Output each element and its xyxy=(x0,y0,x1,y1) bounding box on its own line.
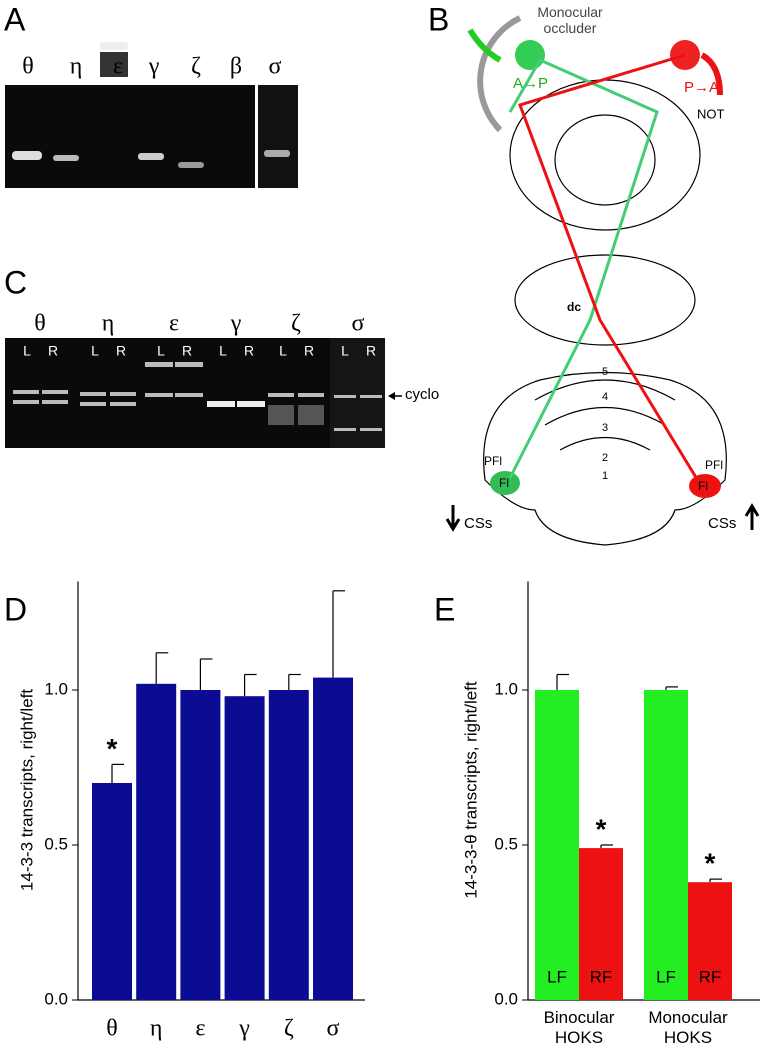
lane-label: ε xyxy=(113,54,123,80)
lobule: 1 xyxy=(602,470,608,482)
diagram-b-labels: Monocular occluder A→P P→A NOT dc 5 4 3 … xyxy=(464,4,736,532)
bar xyxy=(224,696,265,1000)
css-label: CSs xyxy=(464,515,492,532)
x-tick-label: γ xyxy=(238,1016,250,1042)
panel-letter: A xyxy=(4,1,26,37)
x-tick-label: Monocular HOKS xyxy=(648,1008,728,1047)
fl-label: Fl xyxy=(499,476,509,490)
bar xyxy=(688,882,732,1000)
bar xyxy=(535,690,579,1000)
series-label: RF xyxy=(590,967,613,986)
panel-letter: E xyxy=(434,591,455,627)
side-label: L xyxy=(341,343,349,359)
y-tick-label: 0.5 xyxy=(44,834,68,853)
diagram-b xyxy=(445,15,760,546)
lane-label: γ xyxy=(148,54,160,80)
side-label: L xyxy=(279,343,287,359)
panel-letter: C xyxy=(4,264,27,300)
side-label: R xyxy=(304,343,314,359)
occluder-label-text: Monocular occluder xyxy=(537,4,603,36)
y-tick-label: 0.5 xyxy=(494,834,518,853)
y-tick-label: 1.0 xyxy=(44,679,68,698)
side-label: L xyxy=(23,343,31,359)
side-label: L xyxy=(157,343,165,359)
bar xyxy=(180,690,221,1000)
panel-letter: B xyxy=(428,1,449,37)
significance: * xyxy=(705,847,716,878)
lobule: 4 xyxy=(602,391,608,403)
lobule: 3 xyxy=(602,422,608,434)
x-tick-label-text: Monocular HOKS xyxy=(648,1008,728,1047)
significance: * xyxy=(596,813,607,844)
y-tick-label: 1.0 xyxy=(494,679,518,698)
x-tick-label: Binocular HOKS xyxy=(543,1008,615,1047)
eye-label: P→A xyxy=(684,79,719,96)
side-label: R xyxy=(182,343,192,359)
bar xyxy=(579,848,623,1000)
side-label: L xyxy=(91,343,99,359)
series-label: LF xyxy=(656,967,676,986)
lane-label: σ xyxy=(269,54,282,80)
occluder-label: Monocular occluder xyxy=(537,4,603,36)
x-tick-label-text: Binocular HOKS xyxy=(543,1008,615,1047)
dc-label: dc xyxy=(567,300,581,314)
pfl-label: PFl xyxy=(484,454,502,468)
bar xyxy=(268,690,309,1000)
gene-label: ζ xyxy=(291,311,301,337)
lane-label: θ xyxy=(22,54,34,80)
side-label: R xyxy=(366,343,376,359)
series-label: RF xyxy=(699,967,722,986)
x-tick-label: η xyxy=(150,1016,163,1042)
eye-label: A→P xyxy=(513,75,548,92)
bar xyxy=(92,783,132,1000)
y-axis-label: 14-3-3 transcripts, right/left xyxy=(17,689,36,891)
y-tick-label: 0.0 xyxy=(44,989,68,1008)
series-label: LF xyxy=(547,967,567,986)
y-tick-label: 0.0 xyxy=(494,989,518,1008)
gene-label: γ xyxy=(230,311,242,337)
y-axis-label: 14-3-3-θ transcripts, right/left xyxy=(461,681,480,899)
gel-a xyxy=(5,42,298,188)
x-tick-label: ε xyxy=(195,1016,205,1042)
gene-label: θ xyxy=(34,311,46,337)
side-label: L xyxy=(219,343,227,359)
gene-label: σ xyxy=(352,311,365,337)
side-label: R xyxy=(116,343,126,359)
significance: * xyxy=(107,733,118,764)
gel-c: cyclo xyxy=(5,338,439,448)
fl-label: Fl xyxy=(698,479,708,493)
lane-label: ζ xyxy=(191,54,201,80)
panel-letter: D xyxy=(4,591,27,627)
lobule: 5 xyxy=(602,366,608,378)
bar xyxy=(644,690,688,1000)
bar xyxy=(136,683,177,1000)
side-label: R xyxy=(244,343,254,359)
lobule: 2 xyxy=(602,452,608,464)
x-tick-label: σ xyxy=(327,1016,340,1042)
marker-label: cyclo xyxy=(405,386,439,403)
pfl-label: PFl xyxy=(705,458,723,472)
css-label: CSs xyxy=(708,515,736,532)
side-label: R xyxy=(48,343,58,359)
gene-label: η xyxy=(102,311,115,337)
gene-label: ε xyxy=(169,311,179,337)
lane-label: β xyxy=(230,54,242,80)
x-tick-label: ζ xyxy=(284,1016,294,1042)
lane-label: η xyxy=(70,54,83,80)
bar xyxy=(313,677,353,1000)
not-label: NOT xyxy=(697,106,725,121)
x-tick-label: θ xyxy=(106,1016,118,1042)
